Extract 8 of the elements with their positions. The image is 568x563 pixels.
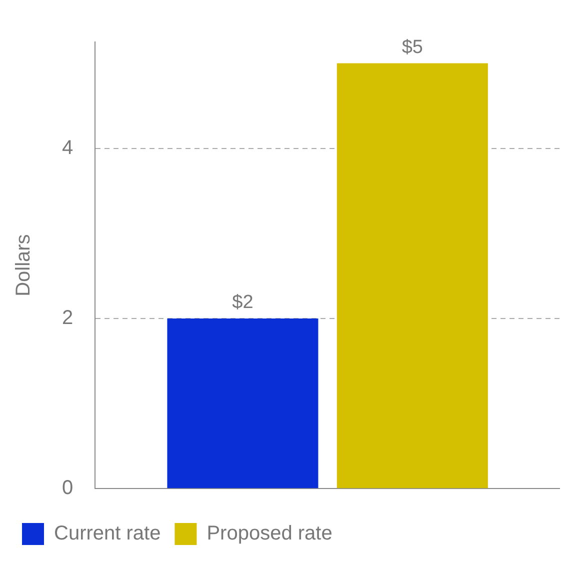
y-axis-title: Dollars <box>12 234 35 296</box>
legend-label: Current rate <box>54 522 161 545</box>
y-tick-label: 4 <box>62 136 74 159</box>
data-label: $5 <box>402 37 423 58</box>
data-label: $2 <box>232 292 254 314</box>
y-tick-label: 2 <box>62 306 74 329</box>
legend-label: Proposed rate <box>206 522 332 545</box>
y-tick-label: 0 <box>62 477 74 500</box>
